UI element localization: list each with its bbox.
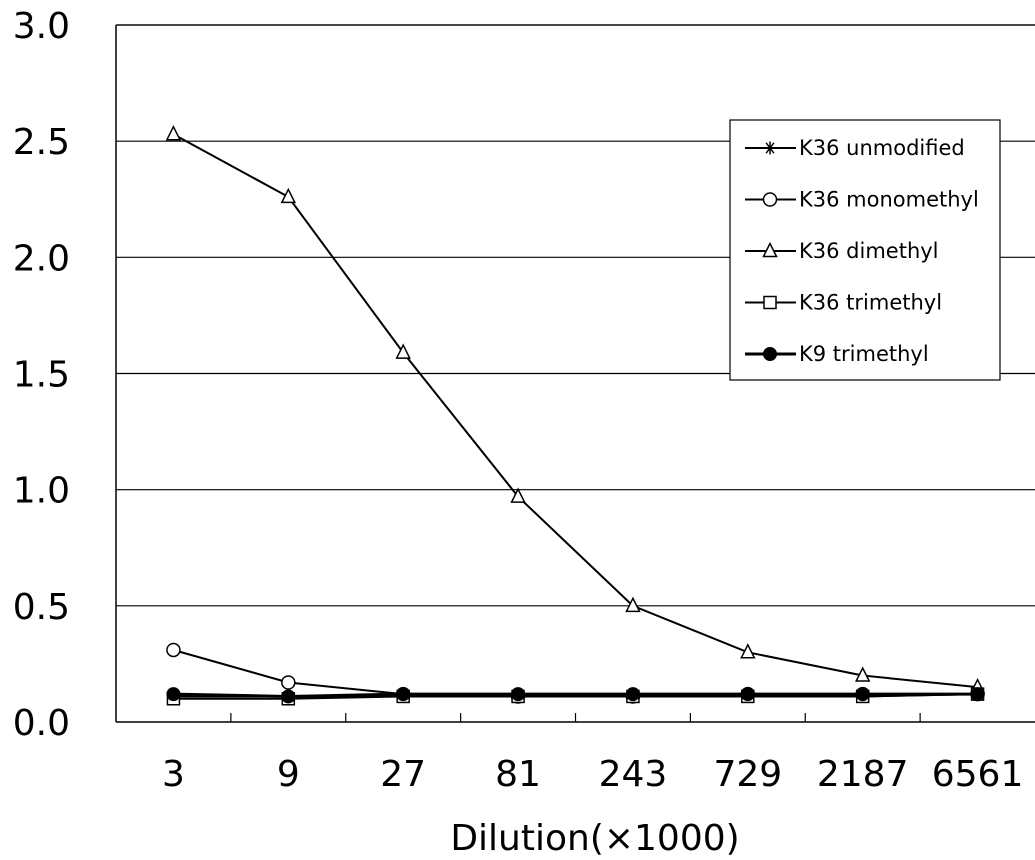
x-tick-label: 6561	[932, 754, 1024, 795]
y-tick-label: 3.0	[13, 6, 70, 47]
legend-item: K9 trimethyl	[745, 342, 929, 366]
legend-item: K36 unmodified	[745, 136, 965, 160]
series-k36-dimethyl	[165, 125, 986, 694]
x-tick-label: 243	[599, 754, 668, 795]
axes: 0.0 0.5 1.0 1.5 2.0 2.5 3.0 3 9 27 81 243 729 2187 656…	[13, 6, 1035, 795]
data-point	[625, 596, 641, 613]
legend-marker	[763, 295, 777, 310]
data-point	[970, 687, 985, 702]
y-tick-label: 1.5	[13, 355, 70, 396]
legend-label: K36 trimethyl	[799, 291, 942, 315]
series-k9-trimethyl	[166, 687, 985, 704]
data-point	[281, 675, 296, 690]
data-point	[854, 666, 871, 682]
data-point	[855, 687, 870, 702]
data-point	[740, 643, 756, 659]
y-tick-label: 2.0	[13, 238, 70, 279]
legend-label: K36 dimethyl	[799, 239, 939, 263]
legend-marker	[763, 347, 777, 361]
data-point	[281, 689, 296, 704]
series-line	[173, 692, 978, 698]
legend-label: K9 trimethyl	[799, 342, 929, 366]
series-line	[172, 133, 978, 689]
x-tick-label: 81	[495, 754, 541, 795]
legend: K36 unmodified K36 monomethyl K36 dimethyl…	[729, 119, 1001, 381]
legend-item: K36 trimethyl	[745, 291, 942, 315]
data-point	[511, 687, 526, 702]
data-point	[625, 687, 640, 702]
x-tick-label: 3	[162, 754, 185, 795]
data-point	[166, 642, 181, 658]
data-point	[396, 687, 411, 702]
data-point	[165, 125, 182, 141]
data-point	[510, 487, 526, 503]
data-point	[395, 343, 411, 359]
legend-label: K36 monomethyl	[799, 188, 979, 212]
series-line	[173, 649, 978, 698]
legend-item: K36 monomethyl	[745, 188, 979, 212]
y-tick-label: 0.5	[13, 587, 70, 628]
x-tick-label: 27	[380, 754, 426, 795]
legend-item: K36 dimethyl	[745, 239, 939, 263]
data-point	[740, 687, 755, 702]
y-tick-label: 2.5	[13, 122, 70, 163]
x-tick-label: 9	[277, 754, 300, 795]
legend-label: K36 unmodified	[799, 136, 965, 160]
x-axis-title: Dilution(×1000)	[450, 818, 739, 859]
x-tick-label: 2187	[817, 754, 909, 795]
series-line	[173, 693, 978, 700]
y-tick-label: 1.0	[13, 471, 70, 512]
data-point	[166, 687, 181, 702]
data-point	[280, 187, 297, 204]
legend-marker	[763, 141, 777, 155]
series-group	[165, 125, 986, 706]
x-tick-label: 729	[713, 754, 782, 795]
y-tick-label: 0.0	[13, 703, 70, 744]
legend-marker	[762, 241, 778, 258]
legend-marker	[762, 192, 778, 207]
